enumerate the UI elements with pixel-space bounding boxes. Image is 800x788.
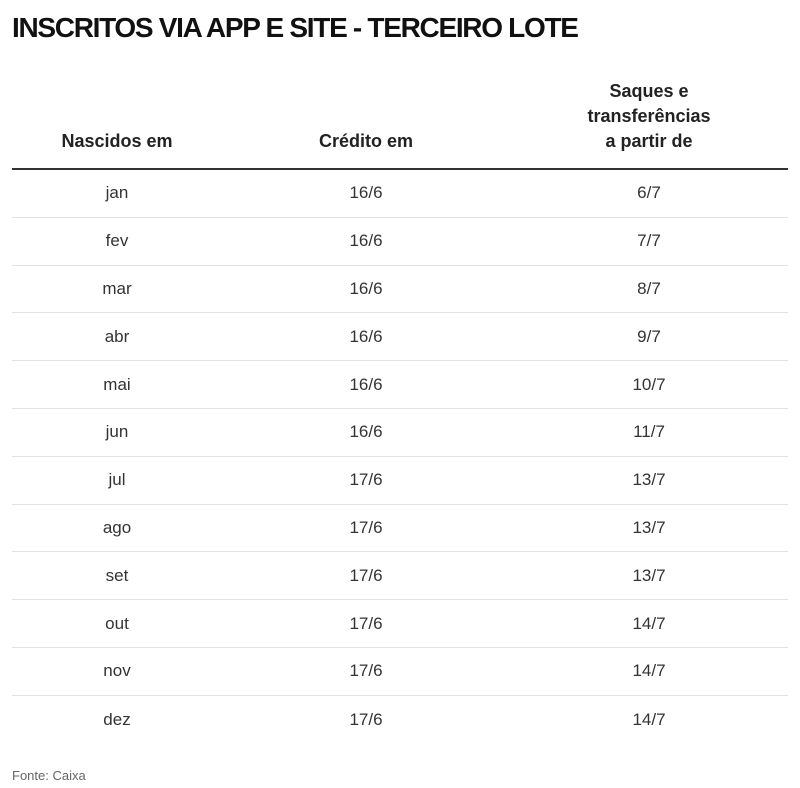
cell-month: mar <box>102 278 132 298</box>
schedule-table: Nascidos em Crédito em Saques e transfer… <box>12 78 788 744</box>
cell-credit-date: 17/6 <box>349 470 383 490</box>
cell-withdrawal-date: 6/7 <box>637 183 661 203</box>
cell-month: jan <box>105 183 129 203</box>
cell-credit-date: 16/6 <box>349 278 383 298</box>
cell-month: dez <box>103 709 131 729</box>
cell-month: mai <box>103 374 131 394</box>
cell-withdrawal-date: 9/7 <box>637 326 661 346</box>
header-credito-em: Crédito em <box>318 131 414 151</box>
cell-credit-date: 17/6 <box>349 661 383 681</box>
cell-month: jul <box>108 470 126 490</box>
cell-month: nov <box>103 661 131 681</box>
table-row: jul 17/6 13/7 <box>12 457 788 505</box>
table-row: mai 16/6 10/7 <box>12 361 788 409</box>
table-row: ago 17/6 13/7 <box>12 505 788 553</box>
cell-credit-date: 17/6 <box>349 517 383 537</box>
page-title: INSCRITOS VIA APP E SITE - TERCEIRO LOTE <box>12 12 579 43</box>
table-row: fev 16/6 7/7 <box>12 218 788 266</box>
cell-month: set <box>105 565 129 585</box>
cell-credit-date: 17/6 <box>349 613 383 633</box>
table-row: jan 16/6 6/7 <box>12 170 788 218</box>
cell-withdrawal-date: 10/7 <box>632 374 666 394</box>
table-row: jun 16/6 11/7 <box>12 409 788 457</box>
cell-withdrawal-date: 11/7 <box>633 422 665 442</box>
cell-credit-date: 16/6 <box>349 422 383 442</box>
table-row: abr 16/6 9/7 <box>12 313 788 362</box>
cell-month: jun <box>105 422 129 442</box>
cell-withdrawal-date: 14/7 <box>632 709 666 729</box>
cell-month: abr <box>104 326 130 346</box>
cell-withdrawal-date: 13/7 <box>632 517 666 537</box>
cell-month: ago <box>102 517 132 537</box>
table-row: mar 16/6 8/7 <box>12 266 788 314</box>
cell-month: out <box>105 613 129 633</box>
cell-credit-date: 16/6 <box>349 183 383 203</box>
cell-credit-date: 16/6 <box>349 231 383 251</box>
table-row: set 17/6 13/7 <box>12 552 788 601</box>
table-body: jan 16/6 6/7 fev 16/6 7/7 mar 16/6 8/7 a… <box>12 170 788 744</box>
cell-credit-date: 16/6 <box>349 326 383 346</box>
cell-withdrawal-date: 14/7 <box>632 613 666 633</box>
header-saques-transferencias: Saques e transferências a partir de <box>587 81 711 151</box>
source-note: Fonte: Caixa <box>12 768 86 783</box>
table-row: out 17/6 14/7 <box>12 600 788 648</box>
header-nascidos-em: Nascidos em <box>61 131 173 151</box>
cell-month: fev <box>105 231 129 251</box>
cell-withdrawal-date: 13/7 <box>632 470 666 490</box>
cell-withdrawal-date: 8/7 <box>637 278 661 298</box>
table-row: dez 17/6 14/7 <box>12 696 788 744</box>
cell-credit-date: 17/6 <box>349 565 383 585</box>
cell-withdrawal-date: 14/7 <box>632 661 666 681</box>
cell-credit-date: 16/6 <box>349 374 383 394</box>
cell-withdrawal-date: 7/7 <box>637 231 661 251</box>
table-header: Nascidos em Crédito em Saques e transfer… <box>12 78 788 170</box>
table-row: nov 17/6 14/7 <box>12 648 788 696</box>
cell-withdrawal-date: 13/7 <box>632 565 666 585</box>
cell-credit-date: 17/6 <box>349 709 383 729</box>
